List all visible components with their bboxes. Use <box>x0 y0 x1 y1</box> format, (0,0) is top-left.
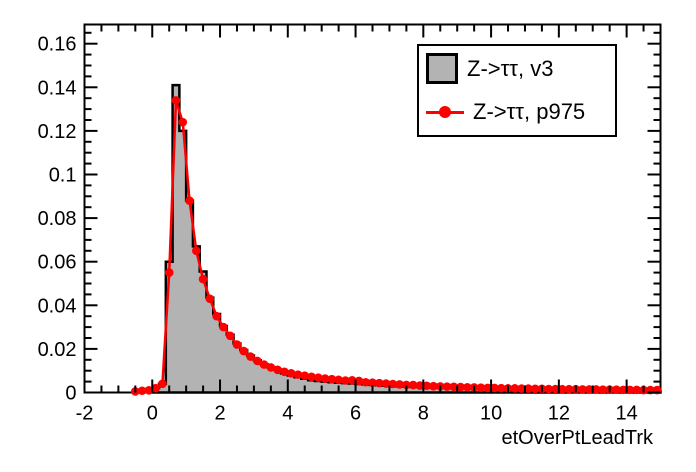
legend-swatch-gray-box-icon <box>426 53 458 85</box>
y-tick-label: 0.14 <box>38 77 77 99</box>
p975-marker <box>632 385 642 395</box>
p975-marker <box>205 294 215 304</box>
p975-marker <box>164 268 174 277</box>
y-tick-label: 0.1 <box>49 164 77 186</box>
x-tick-label: 10 <box>480 403 502 425</box>
x-tick-label: 14 <box>615 403 637 425</box>
p975-marker <box>429 381 438 391</box>
p975-marker <box>415 381 425 390</box>
x-axis-title: etOverPtLeadTrk <box>501 427 653 449</box>
p975-marker <box>219 322 228 332</box>
p975-marker <box>530 384 540 394</box>
p975-marker <box>198 274 208 284</box>
p975-marker <box>158 379 167 389</box>
p975-marker <box>212 311 221 321</box>
y-tick-label: 0.04 <box>38 295 77 317</box>
p975-marker <box>557 384 567 394</box>
p975-marker <box>171 96 181 105</box>
y-tick-label: 0.16 <box>38 34 77 56</box>
p975-marker <box>449 382 459 392</box>
p975-marker <box>273 365 282 375</box>
p975-marker <box>591 385 601 394</box>
p975-marker <box>395 380 404 389</box>
p975-marker <box>388 379 398 389</box>
p975-marker <box>293 370 303 379</box>
p975-marker <box>354 376 364 386</box>
p975-marker <box>266 363 276 372</box>
y-tick-label: 0.12 <box>38 121 77 143</box>
p975-marker <box>381 379 391 388</box>
x-tick-label: 6 <box>350 403 361 425</box>
p975-marker <box>524 384 533 393</box>
p975-marker <box>341 376 350 385</box>
p975-marker <box>476 383 486 393</box>
p975-marker <box>320 374 330 383</box>
p975-marker <box>564 384 574 394</box>
p975-marker <box>192 246 201 256</box>
p975-marker <box>225 331 235 341</box>
x-tick-label: 12 <box>548 403 570 425</box>
p975-marker <box>259 360 269 369</box>
p975-marker <box>232 340 242 349</box>
x-tick-label: 4 <box>282 403 293 425</box>
p975-marker <box>544 384 553 394</box>
legend-marker-red-line-circle-icon <box>426 105 464 119</box>
p975-marker <box>422 381 432 391</box>
p975-marker <box>585 385 594 394</box>
p975-marker <box>408 380 418 390</box>
legend-label-p975: Z->ττ, p975 <box>473 99 586 125</box>
p975-marker <box>578 385 587 394</box>
y-tick-label: 0.02 <box>38 339 77 361</box>
p975-marker <box>456 382 465 392</box>
legend-box: Z->ττ, v3 Z->ττ, p975 <box>417 44 617 137</box>
p975-marker <box>483 383 493 393</box>
x-tick-label: 8 <box>418 403 429 425</box>
legend-label-v3: Z->ττ, v3 <box>467 55 554 81</box>
x-tick-label: 2 <box>214 403 225 425</box>
p975-marker <box>252 356 262 366</box>
p975-marker <box>490 383 499 393</box>
p975-marker <box>185 196 194 205</box>
p975-marker <box>300 371 310 381</box>
legend-circle-icon <box>439 106 451 119</box>
p975-marker <box>368 378 377 387</box>
p975-marker <box>517 384 526 393</box>
p975-marker <box>442 382 452 391</box>
p975-marker <box>151 383 160 393</box>
p975-marker <box>625 385 635 395</box>
x-tick-label: -2 <box>76 403 94 425</box>
p975-marker <box>334 375 343 385</box>
y-tick-label: 0.08 <box>38 208 77 230</box>
p975-marker <box>347 375 357 385</box>
p975-marker <box>313 373 323 382</box>
p975-marker <box>510 384 520 393</box>
p975-marker <box>551 384 560 394</box>
y-tick-label: 0 <box>65 383 76 405</box>
p975-marker <box>327 374 337 384</box>
p975-marker <box>374 378 384 388</box>
legend-entry-p975: Z->ττ, p975 <box>419 91 615 135</box>
y-tick-label: 0.06 <box>38 252 77 274</box>
p975-marker <box>361 377 371 387</box>
p975-marker <box>239 346 249 356</box>
p975-marker <box>402 380 411 390</box>
p975-marker <box>618 385 628 395</box>
p975-marker <box>246 352 255 361</box>
p975-marker <box>137 386 147 396</box>
legend-entry-v3: Z->ττ, v3 <box>419 47 615 91</box>
p975-marker <box>612 385 621 394</box>
x-tick-label: 0 <box>147 403 158 425</box>
p975-marker <box>144 386 154 395</box>
p975-marker <box>307 372 316 382</box>
p975-marker <box>463 382 472 392</box>
p975-marker <box>178 117 188 127</box>
p975-marker <box>280 367 289 377</box>
p975-marker <box>286 369 296 378</box>
p975-marker <box>598 385 608 394</box>
p975-marker <box>496 383 506 393</box>
